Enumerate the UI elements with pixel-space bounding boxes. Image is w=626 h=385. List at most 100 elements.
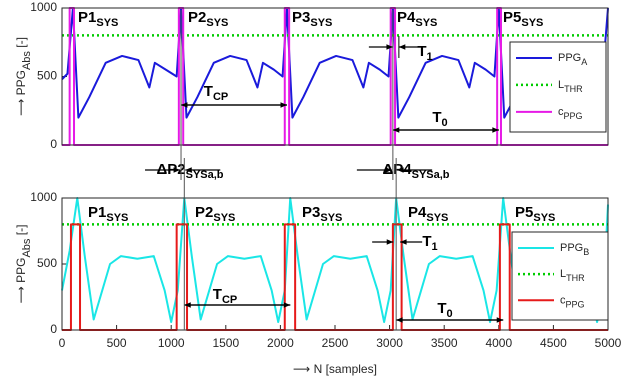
text-part: T xyxy=(213,286,222,303)
text-part: P2 xyxy=(195,204,213,221)
text-part: [-] xyxy=(14,225,28,239)
text-part: SYS xyxy=(106,212,128,224)
legend-label: cPPG xyxy=(558,106,583,121)
x-tick-label: 3500 xyxy=(431,336,458,350)
text-part: SYS xyxy=(415,17,437,29)
annotation: P5SYS xyxy=(503,9,543,29)
text-part: T xyxy=(432,109,441,126)
arrow-head xyxy=(181,102,188,108)
text-part: SYS xyxy=(521,17,543,29)
legend-label: LTHR xyxy=(560,268,585,283)
legend-label: LTHR xyxy=(558,79,583,94)
legend-box xyxy=(511,231,609,321)
arrow-head xyxy=(396,317,403,323)
text-part: SYS xyxy=(213,212,235,224)
annotation: T1 xyxy=(417,43,432,63)
legend-label: cPPG xyxy=(560,294,585,309)
text-part: PPG xyxy=(564,111,583,121)
annotation: P3SYS xyxy=(302,204,342,224)
x-tick-label: 500 xyxy=(107,336,127,350)
arrow-head xyxy=(184,302,191,308)
text-part: SYS xyxy=(320,212,342,224)
y-axis-label: ⟶ PPGAbs [-] xyxy=(14,37,33,116)
text-part: L xyxy=(560,268,566,280)
text-part: T xyxy=(422,233,431,250)
x-tick-label: 1000 xyxy=(158,336,185,350)
x-tick-label: 2000 xyxy=(267,336,294,350)
arrow-head xyxy=(385,167,392,173)
text-part: SYS xyxy=(310,17,332,29)
text-part: SYS xyxy=(426,212,448,224)
text-part: P5 xyxy=(503,9,521,26)
annotation: P3SYS xyxy=(292,9,332,29)
text-part: T xyxy=(204,83,213,100)
arrow-head xyxy=(398,44,406,50)
arrow-head xyxy=(386,239,394,245)
text-part: B xyxy=(583,247,589,257)
annotation: P2SYS xyxy=(188,9,228,29)
text-part: T xyxy=(417,43,426,60)
annotation: T0 xyxy=(437,300,452,320)
y-axis-label: ⟶ PPGAbs [-] xyxy=(14,225,33,304)
text-part: P1 xyxy=(78,9,96,26)
text-part: SYSa,b xyxy=(186,169,224,181)
text-part: CP xyxy=(213,91,228,103)
text-part: T xyxy=(437,300,446,317)
y-tick-label: 1000 xyxy=(30,0,57,14)
x-tick-label: 3000 xyxy=(376,336,403,350)
y-tick-label: 0 xyxy=(50,322,57,336)
arrow-head xyxy=(397,167,404,173)
text-part: CP xyxy=(222,294,237,306)
arrow-head xyxy=(173,167,181,173)
text-part: P1 xyxy=(88,204,106,221)
text-part: L xyxy=(558,79,564,91)
arrow-head xyxy=(185,167,192,173)
text-part: THR xyxy=(564,84,583,94)
x-axis-label: ⟶ N [samples] xyxy=(293,362,377,376)
x-tick-label: 0 xyxy=(59,336,66,350)
text-part: SYS xyxy=(96,17,118,29)
annotation: TCP xyxy=(204,83,228,103)
axes-frame xyxy=(61,7,609,146)
x-tick-label: 4500 xyxy=(540,336,567,350)
text-part: P2 xyxy=(188,9,206,26)
series-line xyxy=(61,7,609,119)
annotation: P1SYS xyxy=(78,9,118,29)
annotation: P2SYS xyxy=(195,204,235,224)
annotation: P5SYS xyxy=(515,204,555,224)
text-part: ⟶ PPG xyxy=(14,70,28,116)
text-part: c xyxy=(560,294,566,306)
text-part: P4 xyxy=(397,9,416,26)
text-part: [-] xyxy=(14,37,28,51)
x-tick-label: 5000 xyxy=(595,336,622,350)
text-part: 1 xyxy=(427,51,433,63)
arrow-head xyxy=(386,44,393,50)
text-part: P4 xyxy=(408,204,427,221)
arrow-head xyxy=(392,127,400,133)
annotation: P4SYS xyxy=(408,204,448,224)
x-tick-label: 4000 xyxy=(485,336,512,350)
arrow-head xyxy=(400,239,407,245)
text-part: PPG xyxy=(558,52,581,64)
annotation: T1 xyxy=(422,233,437,253)
text-part: SYS xyxy=(206,17,228,29)
text-part: PPG xyxy=(560,242,583,254)
x-tick-label: 1500 xyxy=(212,336,239,350)
annotation: P1SYS xyxy=(88,204,128,224)
y-tick-label: 0 xyxy=(50,137,57,151)
annotation: P4SYS xyxy=(397,9,437,29)
text-part: SYS xyxy=(533,212,555,224)
text-part: Abs xyxy=(21,51,33,70)
text-part: P3 xyxy=(302,204,320,221)
text-part: P5 xyxy=(515,204,533,221)
text-part: ⟶ PPG xyxy=(14,258,28,304)
legend-label: PPGA xyxy=(558,52,587,67)
text-part: c xyxy=(558,106,564,118)
text-part: 1 xyxy=(432,241,438,253)
text-part: SYSa,b xyxy=(412,169,450,181)
text-part: P3 xyxy=(292,9,310,26)
series-line xyxy=(62,223,608,331)
text-part: 0 xyxy=(447,308,453,320)
text-part: Abs xyxy=(21,238,33,257)
